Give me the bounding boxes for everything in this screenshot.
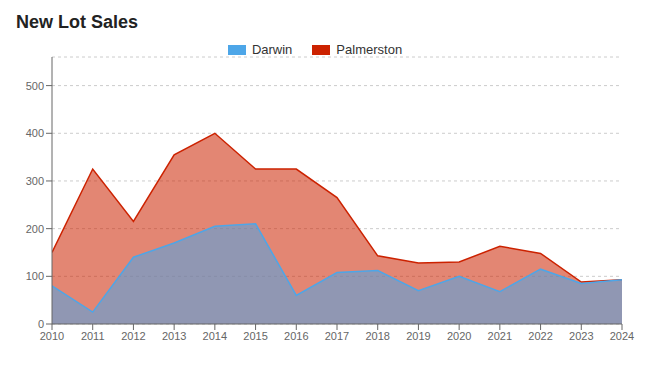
svg-text:2014: 2014 xyxy=(203,330,227,342)
svg-text:300: 300 xyxy=(26,175,44,187)
svg-text:2018: 2018 xyxy=(365,330,389,342)
html-text:Darwin: Darwin xyxy=(251,42,293,57)
svg-text:2023: 2023 xyxy=(569,330,593,342)
svg-text:400: 400 xyxy=(26,127,44,139)
svg-text:2013: 2013 xyxy=(162,330,186,342)
svg-text:2020: 2020 xyxy=(447,330,471,342)
html-text:Palmerston: Palmerston xyxy=(336,42,403,57)
svg-text:500: 500 xyxy=(26,80,44,92)
svg-text:2022: 2022 xyxy=(528,330,552,342)
svg-text:2015: 2015 xyxy=(243,330,267,342)
svg-text:200: 200 xyxy=(26,223,44,235)
svg-text:2021: 2021 xyxy=(488,330,512,342)
svg-text:100: 100 xyxy=(26,270,44,282)
svg-text:2024: 2024 xyxy=(610,330,634,342)
html-text:New Lot Sales: New Lot Sales xyxy=(16,12,138,32)
svg-text:2017: 2017 xyxy=(325,330,349,342)
svg-text:2010: 2010 xyxy=(40,330,64,342)
svg-text:2019: 2019 xyxy=(406,330,430,342)
svg-text:2011: 2011 xyxy=(81,330,105,342)
svg-text:2016: 2016 xyxy=(284,330,308,342)
svg-text:2012: 2012 xyxy=(121,330,145,342)
svg-text:0: 0 xyxy=(38,318,44,330)
